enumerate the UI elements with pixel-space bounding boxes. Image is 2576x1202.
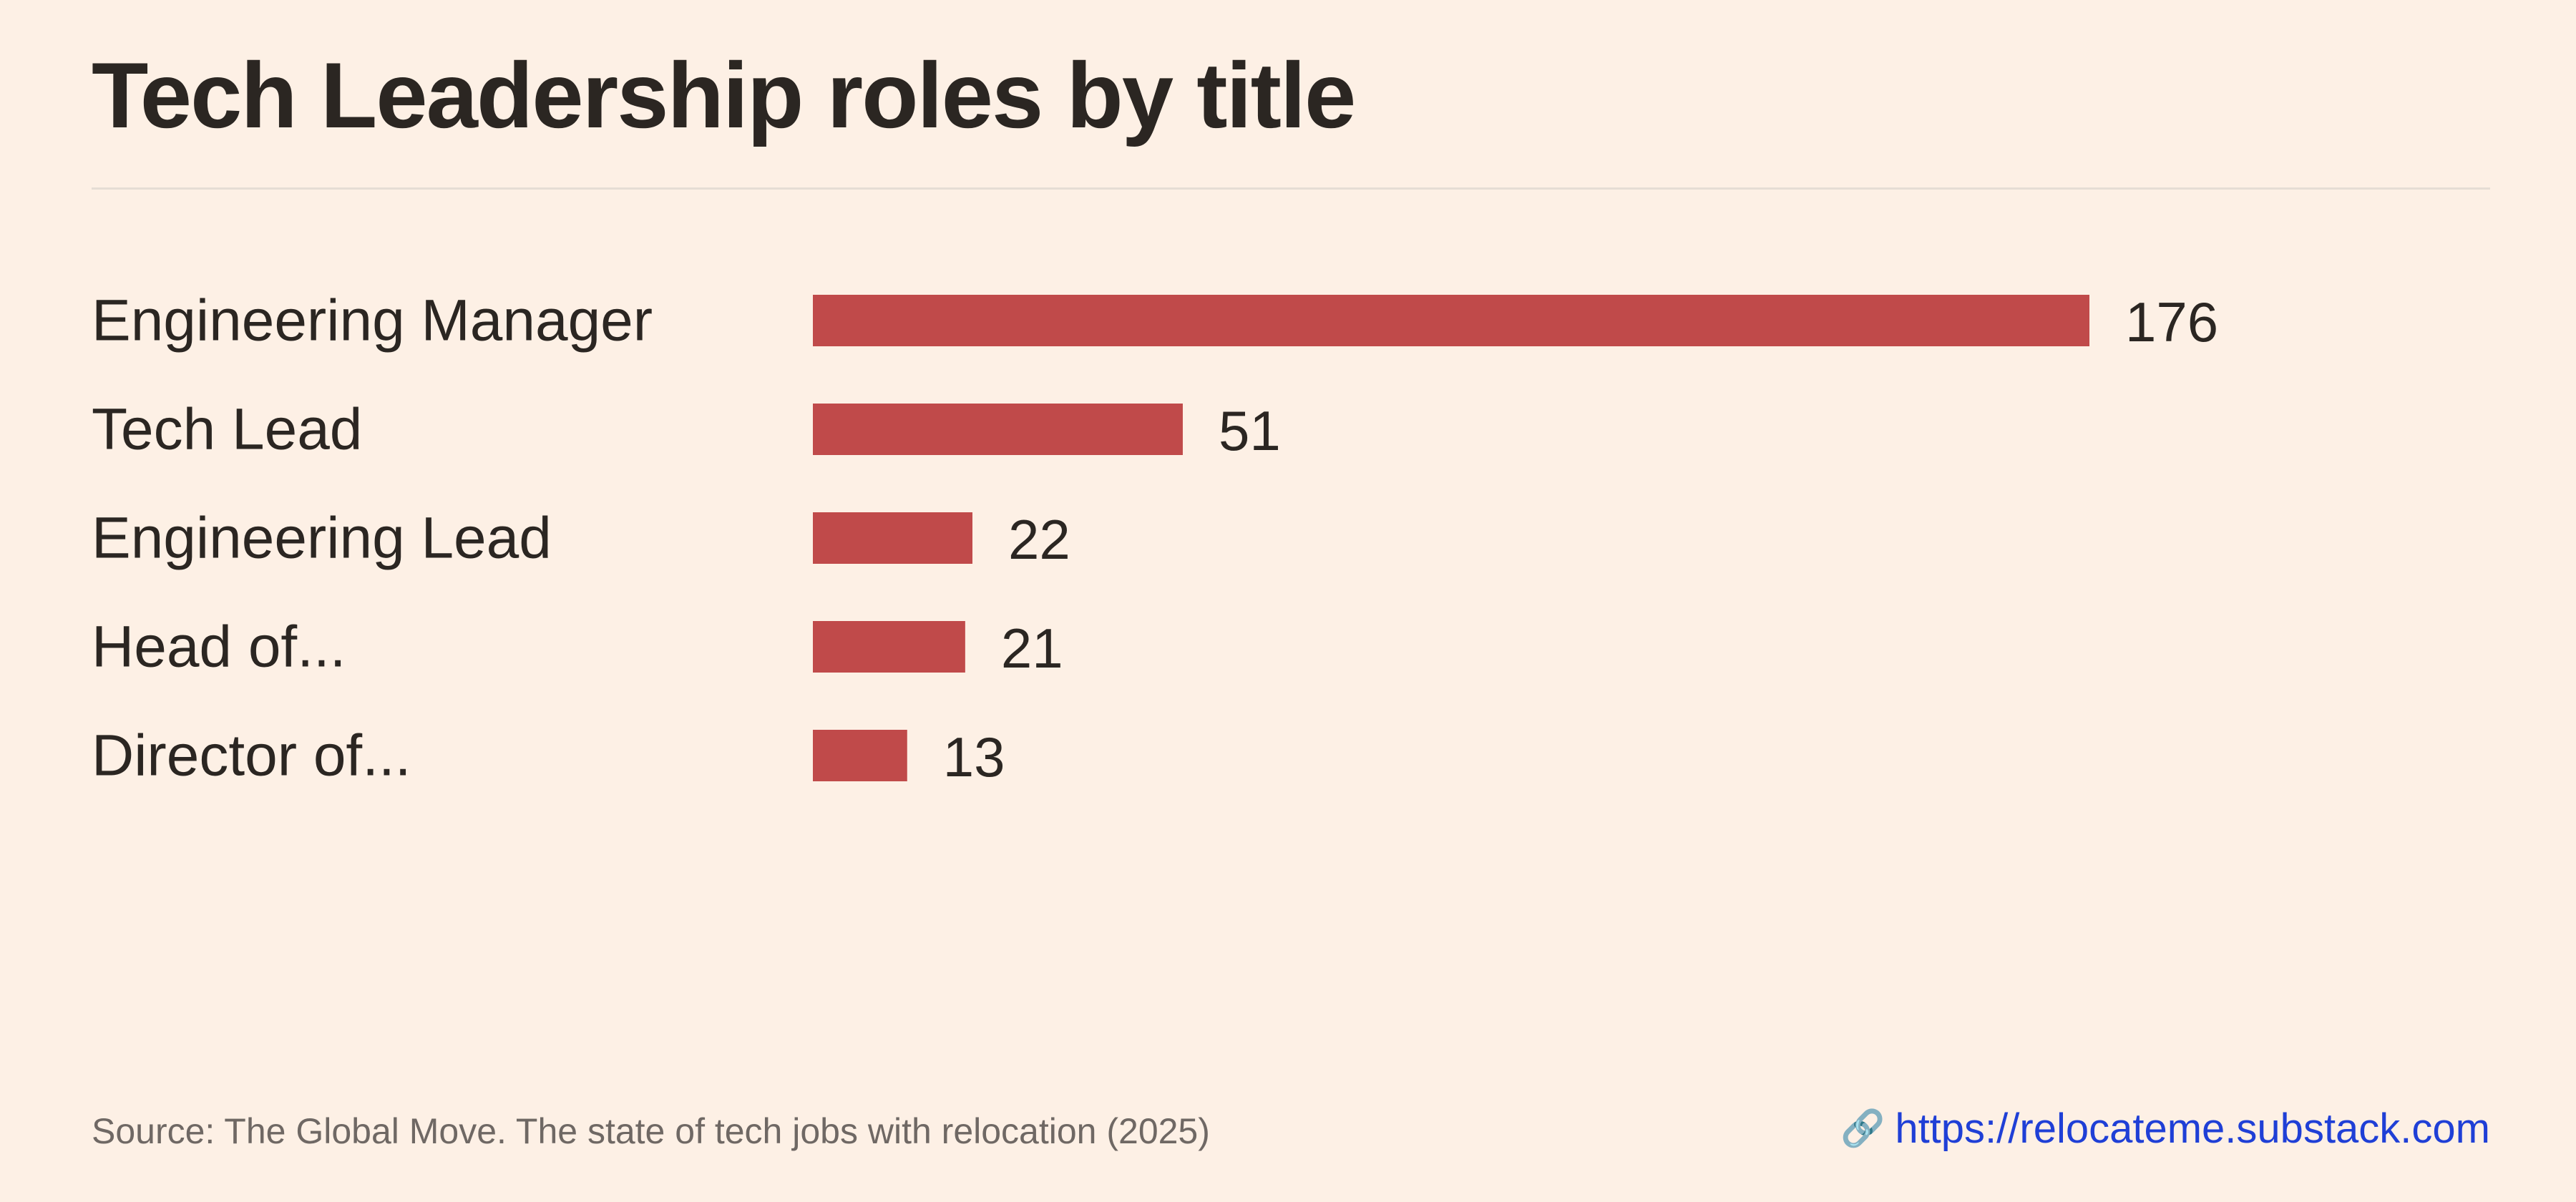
bar [813, 512, 972, 564]
link-icon: 🔗 [1840, 1108, 1885, 1148]
value-label: 176 [2125, 290, 2218, 353]
substack-link[interactable]: https://relocateme.substack.com [1895, 1105, 2490, 1152]
source-note: Source: The Global Move. The state of te… [92, 1111, 1210, 1151]
chart-title: Tech Leadership roles by title [92, 43, 1356, 147]
category-label: Director of... [92, 723, 411, 788]
category-label: Tech Lead [92, 397, 362, 462]
title-divider [92, 187, 2490, 190]
category-label: Head of... [92, 615, 346, 680]
bar [813, 730, 907, 781]
bar [813, 404, 1183, 455]
value-label: 22 [1008, 508, 1070, 571]
value-label: 51 [1219, 399, 1281, 462]
value-label: 13 [943, 725, 1005, 788]
footer-link-group: 🔗 https://relocateme.substack.com [1840, 1105, 2490, 1153]
value-label: 21 [1001, 617, 1063, 680]
category-label: Engineering Lead [92, 506, 552, 571]
bar [813, 621, 965, 673]
category-label: Engineering Manager [92, 288, 653, 353]
bar [813, 295, 2089, 346]
